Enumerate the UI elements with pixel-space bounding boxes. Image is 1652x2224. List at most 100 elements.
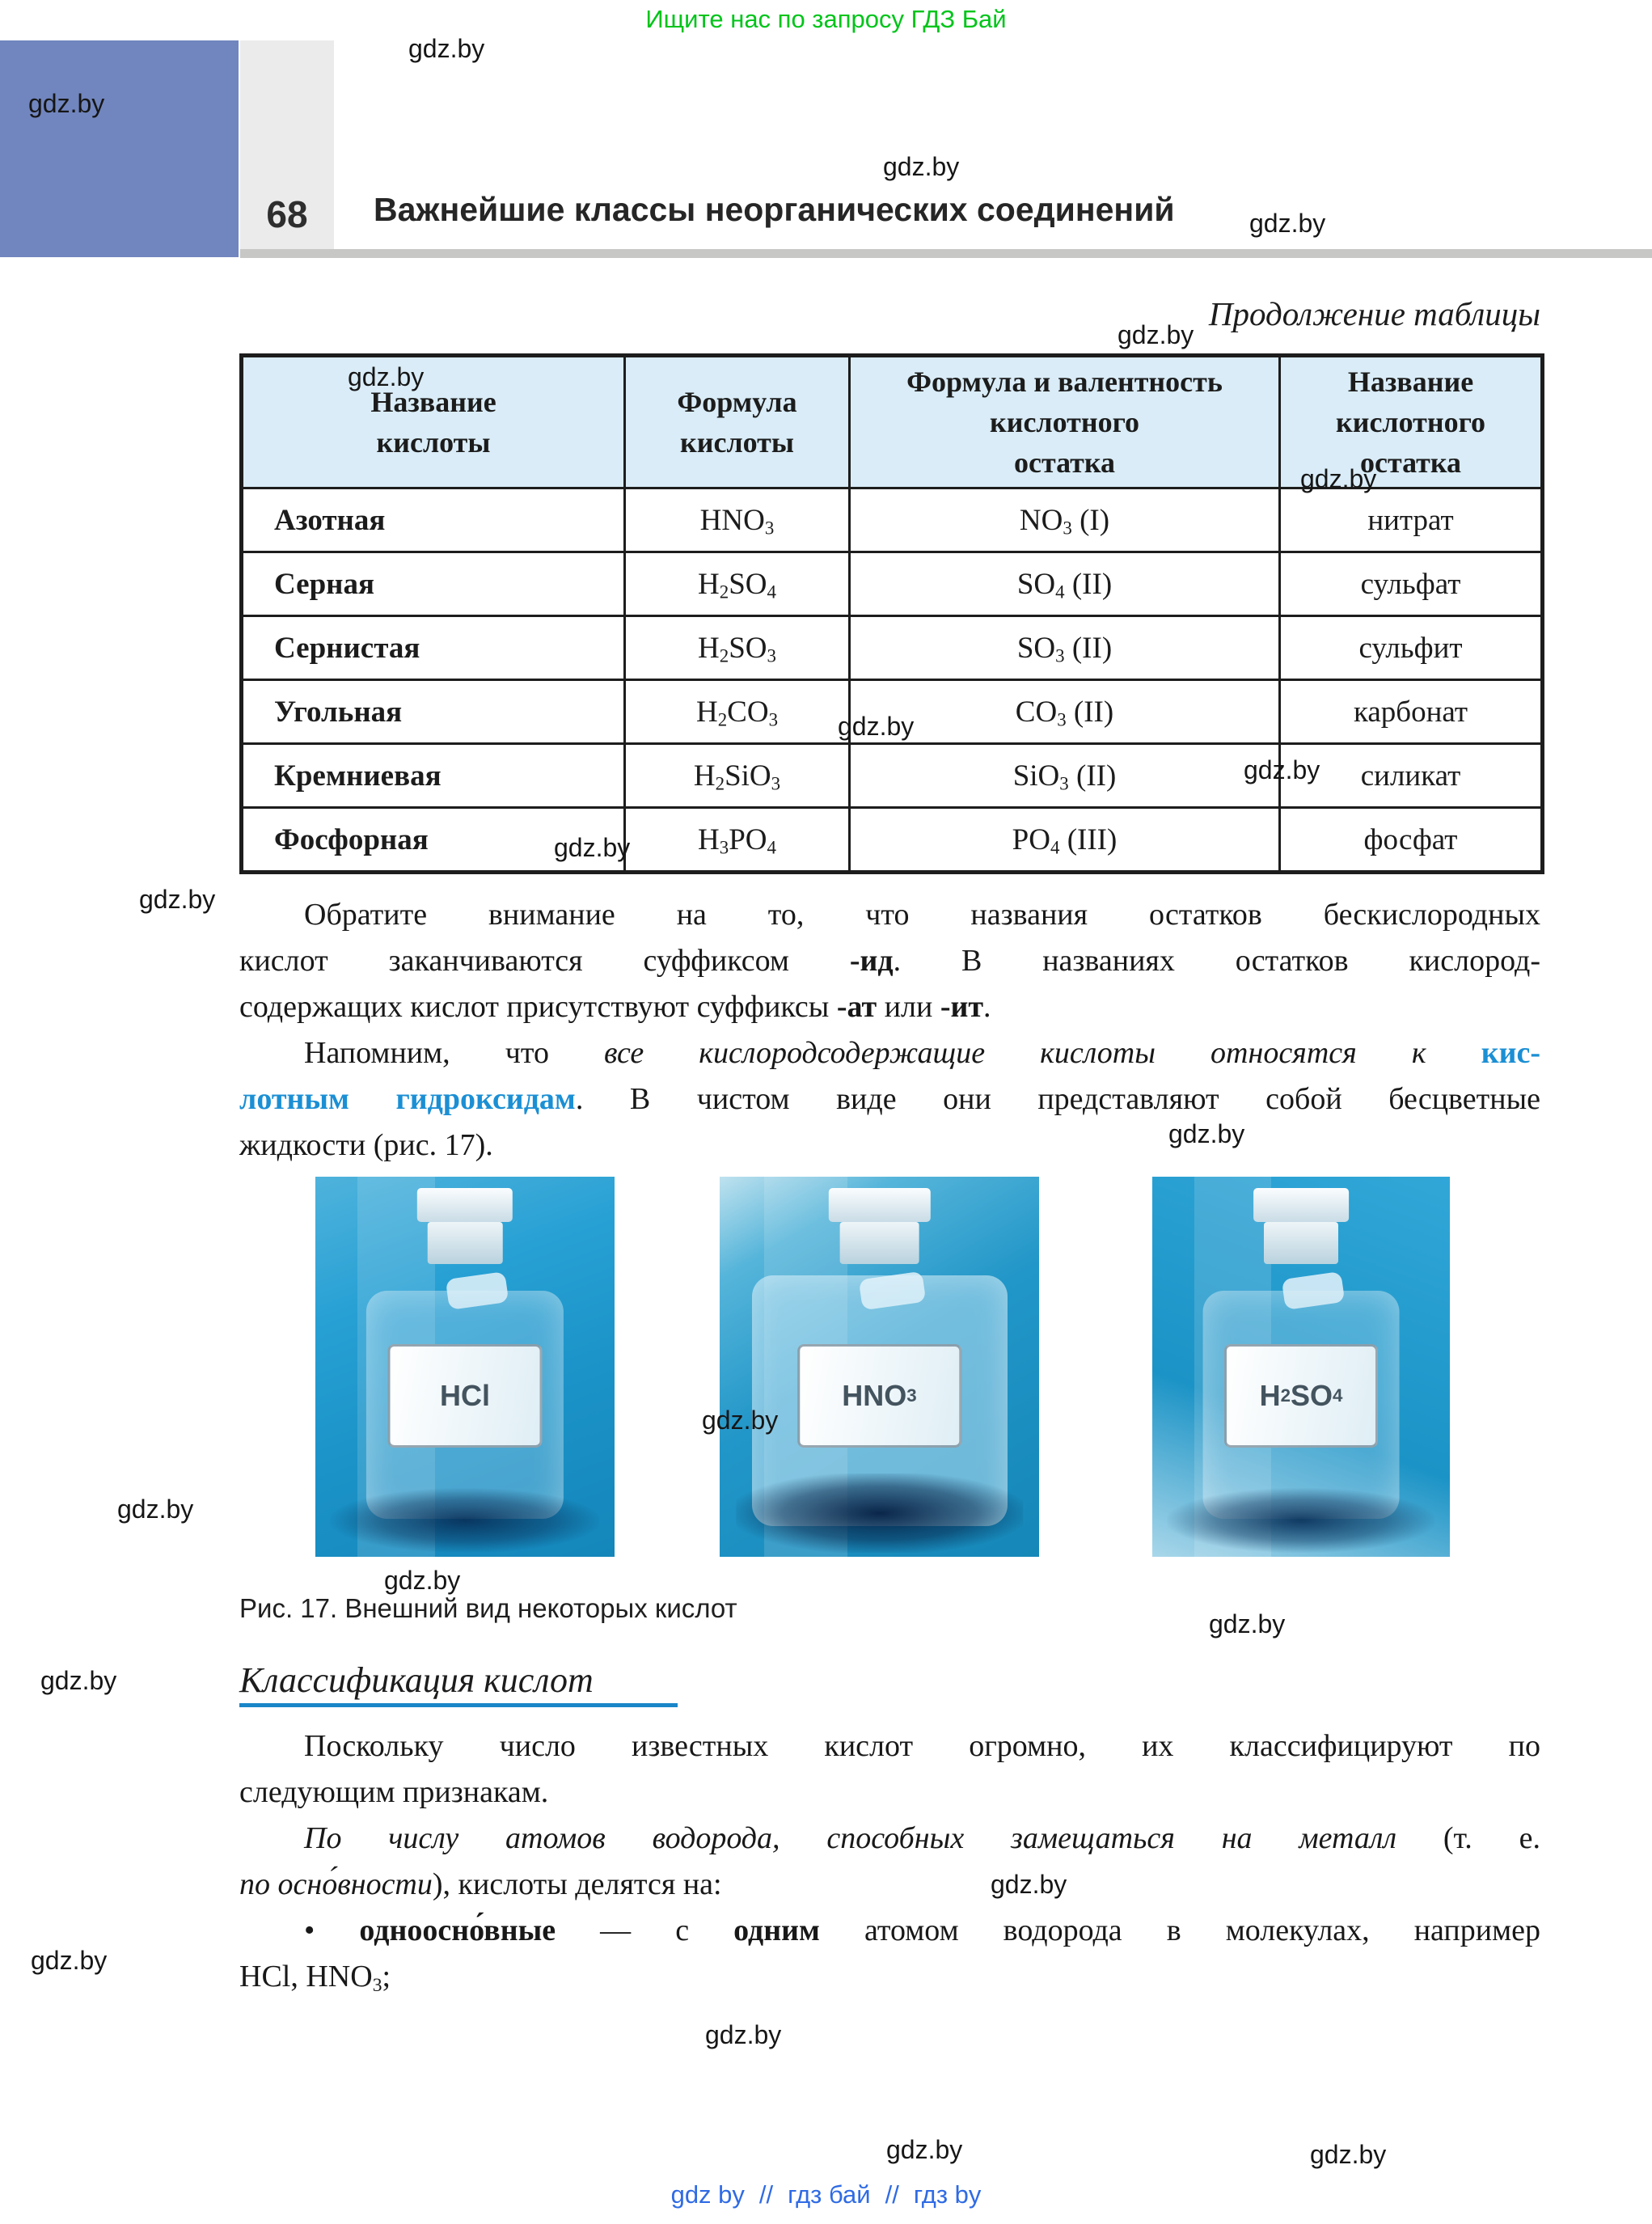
table-cell: HNO3	[623, 487, 851, 553]
text-segment: сульфит	[1358, 631, 1463, 665]
gdz-watermark: gdz.by	[702, 1406, 779, 1435]
footer-link[interactable]: гдз бай	[788, 2180, 871, 2209]
text-segment: (т. е.	[1396, 1821, 1540, 1855]
bullet-monobasic-acids: • одноосно́вные — с одним атомом водород…	[239, 1908, 1540, 2000]
table-cell: H2SO3	[623, 615, 851, 681]
gdz-watermark: gdz.by	[117, 1495, 194, 1524]
text-segment: H2SiO3	[693, 759, 781, 794]
subscript: 2	[719, 581, 729, 603]
table-row: Кремниевая H2SiO3 SiO3 (II) силикат	[240, 742, 1544, 809]
text-segment: силикат	[1360, 759, 1461, 793]
gdz-watermark: gdz.by	[886, 2135, 963, 2164]
text-segment: атомом водорода в молекулах, например	[819, 1913, 1540, 1947]
text-segment: лотным гидроксидам	[239, 1082, 576, 1116]
subscript: 2	[717, 709, 728, 730]
table-cell: Сернистая	[240, 615, 626, 681]
table-cell: H2SiO3	[623, 742, 851, 809]
text-segment: по осно́вности	[239, 1867, 433, 1901]
gdz-watermark: gdz.by	[705, 2020, 782, 2049]
gdz-watermark: gdz.by	[1209, 1609, 1286, 1638]
text-segment: NO3 (I)	[1019, 503, 1110, 539]
bottle-cap2	[839, 1222, 919, 1265]
acids-table: Название кислоты Формула кислоты Формула и…	[239, 353, 1544, 874]
bottle-cap	[1253, 1188, 1349, 1223]
text-segment: Угольная	[274, 695, 403, 729]
bottle-label: H 2 SO 4	[1224, 1343, 1378, 1448]
subscript: 3	[372, 1974, 382, 1996]
text-segment: карбонат	[1353, 695, 1468, 729]
text-segment: HCl, HNO3;	[239, 1960, 391, 1996]
text-segment: одним	[733, 1913, 820, 1947]
gdz-watermark: gdz.by	[28, 89, 105, 118]
bottle-label: HCl	[387, 1343, 543, 1448]
paragraph-acid-suffixes: Обратите внимание на то, что названия ос…	[239, 892, 1540, 1030]
table-cell: карбонат	[1278, 679, 1544, 745]
text-segment: . В названиях остатков кислород-	[893, 944, 1540, 978]
text-segment: H2CO3	[695, 695, 779, 730]
table-row: Угольная H2CO3 CO3 (II) карбонат	[240, 679, 1544, 745]
header-accent-block	[0, 40, 239, 257]
gdz-watermark: gdz.by	[139, 885, 216, 914]
text-segment: содержащих кислот присутствуют суффиксы	[239, 990, 837, 1024]
text-segment: SO4 (II)	[1016, 567, 1113, 603]
paragraph-line: следующим признакам.	[239, 1769, 1540, 1816]
gdz-watermark: gdz.by	[1118, 320, 1194, 349]
page-number: 68	[266, 193, 308, 235]
chapter-title: Важнейшие классы неорганических соединен…	[374, 191, 1175, 228]
table-row: Серная H2SO4 SO4 (II) сульфат	[240, 551, 1544, 617]
paragraph-line: по осно́вности), кислоты делятся на:	[239, 1862, 1540, 1908]
subscript: 3	[1055, 645, 1065, 666]
footer-link[interactable]: гдз by	[913, 2180, 982, 2209]
subscript: 3	[764, 518, 775, 539]
paragraph-classification-intro: Поскольку число известных кислот огромно…	[239, 1723, 1540, 1816]
text-segment: Кремниевая	[274, 759, 442, 793]
text-segment: -ит	[940, 990, 984, 1024]
gdz-watermark: gdz.by	[1300, 464, 1377, 493]
gdz-watermark: gdz.by	[1244, 755, 1320, 784]
text-segment: фосфат	[1363, 822, 1458, 856]
bottle-cap2	[1264, 1222, 1338, 1265]
figure-caption: Рис. 17. Внешний вид некоторых кислот	[239, 1593, 737, 1623]
table-cell: Угольная	[240, 679, 626, 745]
text-segment: SiO3 (II)	[1012, 759, 1117, 794]
text-segment: H2SO3	[698, 631, 776, 666]
text-segment: Серная	[274, 567, 375, 601]
text-segment: одноосно́вные	[359, 1913, 556, 1947]
footer-separator: //	[885, 2180, 899, 2209]
text-segment: Фосфорная	[274, 822, 429, 856]
table-cell: H2SO4	[623, 551, 851, 617]
table-cell: фосфат	[1278, 806, 1544, 873]
paragraph-line: По числу атомов водорода, способных заме…	[239, 1816, 1540, 1862]
text-segment: .	[983, 990, 991, 1024]
text-segment: H2SO4	[698, 567, 776, 603]
table-cell: Серная	[240, 551, 626, 617]
paragraph-line: жидкости (рис. 17).	[239, 1123, 1540, 1169]
subscript: 3	[1059, 773, 1069, 794]
bottle-label: HNO 3	[796, 1343, 962, 1448]
table-cell: SiO3 (II)	[848, 742, 1281, 809]
table-row: Азотная HNO3 NO3 (I) нитрат	[240, 487, 1544, 553]
table-cell: H2CO3	[623, 679, 851, 745]
table-continuation-note: Продолжение таблицы	[1208, 295, 1540, 332]
footer-link[interactable]: gdz by	[670, 2180, 745, 2209]
gdz-watermark: gdz.by	[554, 833, 631, 862]
text-segment: Обратите внимание на то, что названия ос…	[304, 898, 1540, 932]
subscript: 2	[719, 645, 729, 666]
promo-banner-text: Ищите нас по запросу ГДЗ Бай	[645, 5, 1007, 33]
bottle-shadow	[330, 1488, 600, 1554]
gdz-watermark: gdz.by	[1168, 1119, 1245, 1148]
text-segment: Поскольку число известных кислот огромно…	[304, 1729, 1540, 1763]
text-segment: все кислородсодержащие кислоты относятся…	[604, 1036, 1481, 1070]
paragraph-line: Напомним, что все кислородсодержащие кис…	[239, 1030, 1540, 1076]
text-segment: -ид	[849, 944, 894, 978]
acid-bottle-photo: HNO 3	[720, 1177, 1039, 1557]
table-cell: CO3 (II)	[848, 679, 1281, 745]
text-segment: следующим признакам.	[239, 1775, 549, 1809]
text-segment: Сернистая	[274, 631, 420, 665]
section-heading-underline	[239, 1703, 678, 1707]
gdz-watermark: gdz.by	[40, 1666, 117, 1695]
text-segment: PO4 (III)	[1012, 822, 1118, 858]
bottle-cap	[416, 1188, 513, 1223]
text-segment: ), кислоты делятся на:	[432, 1867, 722, 1901]
